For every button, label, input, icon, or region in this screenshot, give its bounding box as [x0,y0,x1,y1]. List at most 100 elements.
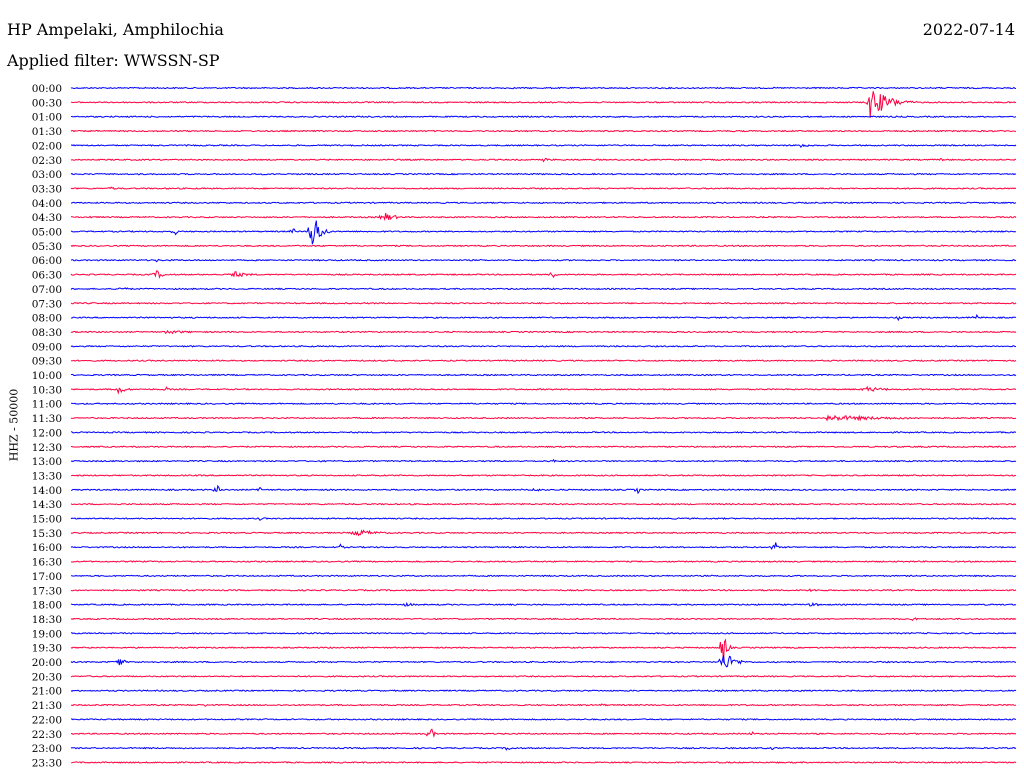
seismic-trace-line [70,143,1017,149]
time-tick-label: 21:30 [32,700,62,712]
seismic-trace-line [70,445,1017,449]
time-tick-label: 11:30 [32,413,62,425]
seismic-trace-line [70,458,1017,463]
seismic-trace-line [70,157,1017,163]
seismic-trace-line [70,344,1017,348]
time-tick-label: 04:00 [32,198,62,210]
seismic-trace-line [70,373,1017,377]
seismic-trace-line [70,186,1017,190]
seismic-trace-line [70,631,1017,635]
seismic-trace-line [70,329,1017,335]
time-tick-label: 17:00 [32,571,62,583]
seismic-trace-line [70,414,1017,422]
seismic-trace-line [70,484,1017,495]
filter-label: Applied filter: WWSSN-SP [7,51,220,70]
time-tick-label: 18:00 [32,600,62,612]
seismic-trace-line [70,313,1017,322]
time-tick-label: 22:30 [32,729,62,741]
seismic-trace-line [70,560,1017,563]
seismic-trace-line [70,689,1017,693]
seismic-trace-line [70,385,1017,395]
time-tick-label: 19:30 [32,643,62,655]
seismic-trace-line [70,431,1017,434]
seismic-trace-line [70,301,1017,305]
time-tick-label: 08:00 [32,313,62,325]
time-tick-label: 23:30 [32,757,62,769]
time-tick-label: 08:30 [32,327,62,339]
seismic-trace-line [70,213,1017,222]
time-tick-label: 10:30 [32,384,62,396]
seismic-trace-line [70,201,1017,205]
time-tick-label: 01:30 [32,126,62,138]
time-tick-label: 18:30 [32,614,62,626]
time-tick-label: 16:30 [32,557,62,569]
seismic-trace-line [70,129,1017,133]
time-tick-label: 06:00 [32,255,62,267]
seismic-trace-line [70,502,1017,506]
seismic-trace-line [70,617,1017,622]
time-tick-label: 00:00 [32,83,62,95]
seismic-trace-line [70,172,1017,176]
time-tick-label: 02:30 [32,155,62,167]
seismic-trace-line [70,638,1017,663]
time-tick-label: 04:30 [32,212,62,224]
seismic-trace-line [70,529,1017,537]
time-tick-label: 12:30 [32,442,62,454]
seismic-trace-line [70,359,1017,362]
time-tick-label: 20:30 [32,671,62,683]
time-tick-label: 07:00 [32,284,62,296]
station-title: HP Ampelaki, Amphilochia [7,20,224,39]
seismic-trace-line [70,728,1017,738]
time-tick-label: 03:30 [32,183,62,195]
seismic-trace-line [70,220,1016,245]
seismic-trace-line [70,270,1017,279]
seismic-trace-line [70,287,1017,291]
seismic-trace-line [71,474,1017,477]
time-tick-label: 03:00 [32,169,62,181]
time-tick-label: 21:00 [32,686,62,698]
time-tick-label: 13:00 [32,456,62,468]
time-tick-label: 16:00 [32,542,62,554]
time-tick-label: 05:30 [32,241,62,253]
time-tick-label: 11:00 [32,399,62,411]
seismic-trace-line [70,655,1017,668]
seismic-trace-line [70,402,1017,406]
time-tick-label: 20:00 [32,657,62,669]
time-tick-label: 09:30 [32,356,62,368]
time-tick-label: 00:30 [32,97,62,109]
seismic-trace-line [70,517,1017,522]
seismic-trace-line [70,588,1017,593]
time-tick-label: 13:30 [32,470,62,482]
time-tick-label: 06:30 [32,270,62,282]
time-tick-label: 07:30 [32,298,62,310]
seismic-trace-line [70,86,1017,90]
time-tick-label: 10:00 [32,370,62,382]
time-tick-label: 22:00 [32,714,62,726]
seismic-trace-line [70,761,1017,764]
time-tick-label: 15:00 [32,514,62,526]
seismic-trace-line [70,91,1017,118]
time-tick-label: 02:00 [32,140,62,152]
seismic-trace-line [70,746,1017,751]
seismic-trace-line [70,718,1017,721]
time-tick-label: 15:30 [32,528,62,540]
seismic-trace-line [70,542,1017,550]
time-tick-label: 05:00 [32,227,62,239]
time-tick-label: 14:30 [32,499,62,511]
time-tick-label: 19:00 [32,628,62,640]
time-tick-label: 09:00 [32,341,62,353]
seismic-trace-line [70,115,1017,119]
time-tick-label: 17:30 [32,585,62,597]
time-tick-label: 01:00 [32,112,62,124]
seismic-trace-line [70,703,1017,707]
time-tick-label: 12:00 [32,427,62,439]
seismic-trace-line [70,675,1017,678]
time-tick-label: 23:00 [32,743,62,755]
seismic-trace-line [70,258,1017,263]
time-tick-label: 14:00 [32,485,62,497]
seismic-trace-line [70,574,1017,578]
date-label: 2022-07-14 [922,20,1015,39]
seismic-trace-line [70,244,1017,248]
seismic-trace-line [70,601,1017,607]
